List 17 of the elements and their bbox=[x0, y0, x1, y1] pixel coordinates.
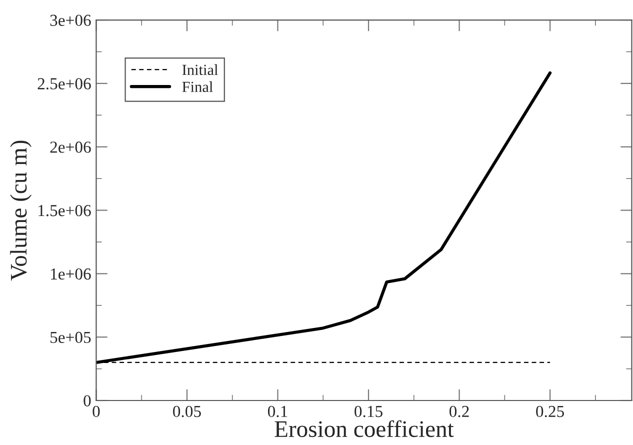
y-axis-title: Volume (cu m) bbox=[10, 140, 32, 281]
x-tick-label: 0.15 bbox=[354, 406, 382, 418]
x-tick-label: 0.25 bbox=[536, 406, 564, 418]
y-tick-label: 0 bbox=[84, 395, 91, 406]
y-tick-label: 1e+06 bbox=[51, 268, 91, 280]
x-tick-label: 0.2 bbox=[450, 406, 469, 418]
x-tick-label: 0.1 bbox=[268, 406, 288, 418]
x-tick-label: 0 bbox=[92, 406, 100, 418]
legend-label: Final bbox=[182, 81, 213, 92]
x-axis-title: Erosion coefficient bbox=[274, 420, 454, 438]
y-tick-label: 3e+06 bbox=[50, 14, 91, 26]
y-tick-label: 1.5e+06 bbox=[38, 204, 91, 216]
x-tick-label: 0.05 bbox=[173, 406, 201, 418]
y-tick-label: 2e+06 bbox=[50, 142, 91, 153]
y-tick-label: 5e+05 bbox=[50, 332, 91, 344]
legend-label: Initial bbox=[182, 64, 218, 76]
y-tick-label: 2.5e+06 bbox=[38, 78, 91, 90]
